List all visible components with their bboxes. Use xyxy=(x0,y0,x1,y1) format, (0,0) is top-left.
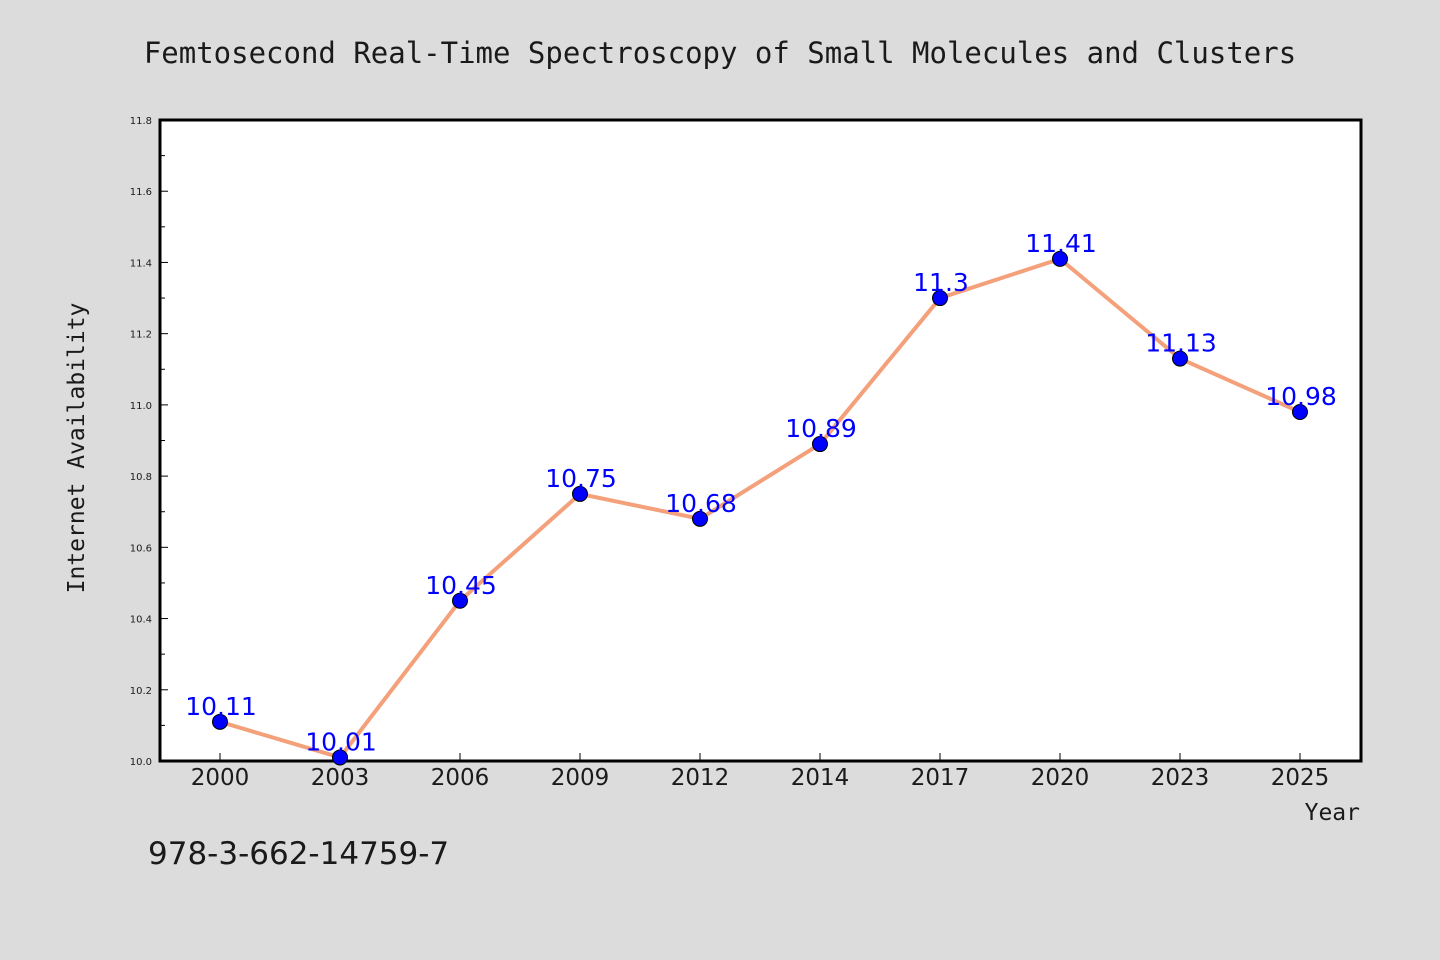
data-point-marker xyxy=(452,592,468,609)
x-tick-label: 2012 xyxy=(671,765,730,791)
data-value-label: 10.89 xyxy=(785,414,857,443)
data-point-marker xyxy=(1292,404,1308,421)
data-value-label: 11.3 xyxy=(913,268,969,297)
data-value-label: 10.98 xyxy=(1265,382,1337,411)
y-axis-label: Internet Availability xyxy=(64,303,90,594)
data-point-marker xyxy=(212,713,228,730)
data-point-marker xyxy=(932,290,948,307)
data-value-label: 10.68 xyxy=(665,489,737,518)
x-tick-label: 2014 xyxy=(791,765,850,791)
y-tick-label: 11.6 xyxy=(130,187,152,198)
x-tick-label: 2023 xyxy=(1151,765,1210,791)
y-tick-label: 10.8 xyxy=(130,472,152,483)
x-tick-label: 2003 xyxy=(311,765,370,791)
data-label-group: 10.11 10.01 10.45 10.75 10.68 10.89 11.3 11.41 1… xyxy=(185,229,1337,757)
x-axis: 2000 2003 2006 2009 2012 2014 2017 2020 2023 2025 xyxy=(191,753,1330,791)
x-tick-label: 2017 xyxy=(911,765,970,791)
data-value-label: 10.45 xyxy=(425,571,497,600)
data-point-marker xyxy=(812,436,828,453)
isbn-text: 978-3-662-14759-7 xyxy=(148,836,449,872)
data-point-marker xyxy=(692,510,708,527)
data-point-marker xyxy=(332,749,348,766)
chart-title: Femtosecond Real-Time Spectroscopy of Sm… xyxy=(144,36,1296,70)
data-point-marker xyxy=(1052,250,1068,267)
x-tick-label: 2009 xyxy=(551,765,610,791)
data-value-label: 10.75 xyxy=(545,464,617,493)
data-point-marker xyxy=(572,485,588,502)
y-tick-label: 10.4 xyxy=(130,615,152,626)
y-tick-label: 10.6 xyxy=(130,543,152,554)
x-tick-label: 2006 xyxy=(431,765,490,791)
x-tick-label: 2000 xyxy=(191,765,250,791)
plot-area xyxy=(158,118,1363,763)
data-value-label: 11.13 xyxy=(1145,329,1217,358)
series-line xyxy=(218,256,1302,760)
y-tick-label: 11.2 xyxy=(130,330,152,341)
x-axis-label: Year xyxy=(1305,800,1360,826)
y-axis: 10.0 10.2 10.4 10.6 10.8 11.0 11.2 11.4 11.6 11.8 xyxy=(130,116,168,768)
marker-group xyxy=(212,250,1308,766)
x-tick-label: 2020 xyxy=(1031,765,1090,791)
data-point-marker xyxy=(1172,350,1188,367)
x-tick-label: 2025 xyxy=(1271,765,1330,791)
series-line-group xyxy=(218,256,1302,760)
data-value-label: 11.41 xyxy=(1025,229,1097,258)
y-tick-label: 10.2 xyxy=(130,686,152,697)
data-value-label: 10.11 xyxy=(185,692,257,721)
data-value-label: 10.01 xyxy=(305,727,377,756)
y-tick-label: 11.4 xyxy=(130,258,152,269)
y-tick-label: 11.0 xyxy=(130,401,152,412)
y-tick-label: 10.0 xyxy=(130,757,152,768)
y-tick-label: 11.8 xyxy=(130,116,152,127)
